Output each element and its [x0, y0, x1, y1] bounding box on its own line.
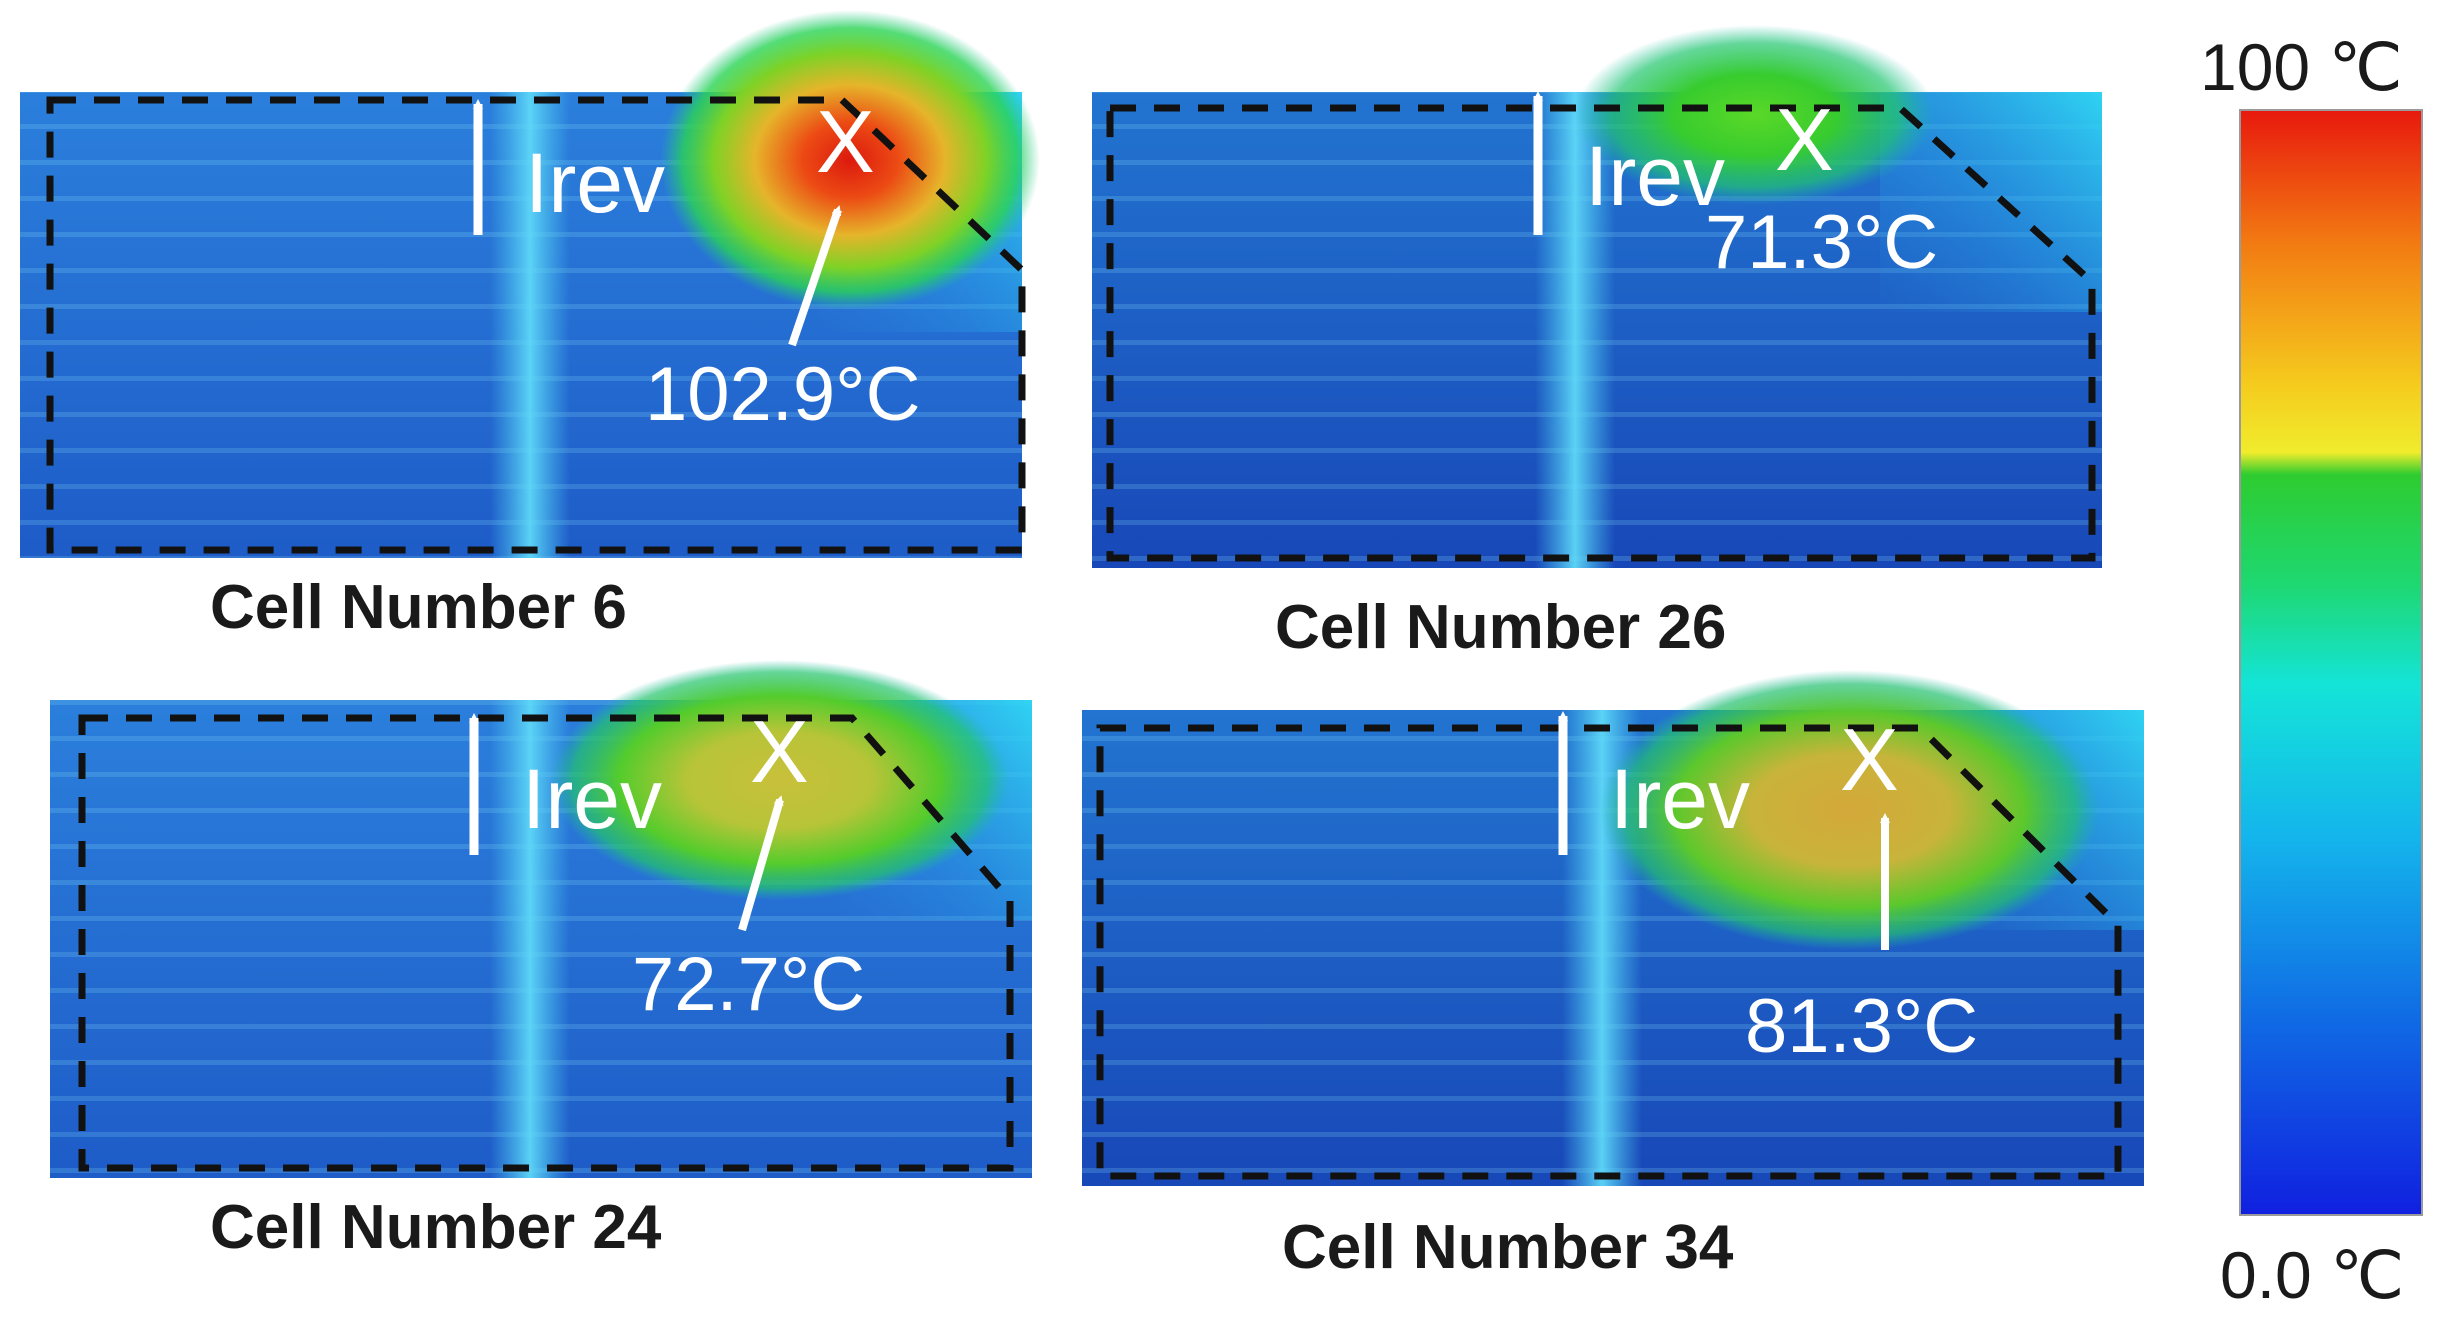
- cell-outline: [78, 714, 1014, 1172]
- panel-caption: Cell Number 34: [1282, 1213, 1734, 1282]
- hotspot-temperature: 102.9°C: [645, 352, 920, 437]
- hotspot-temperature: 71.3°C: [1705, 200, 1938, 285]
- current-label: Irev: [1585, 129, 1725, 223]
- panel-cell-24: Irev X 72.7°C Cell Number 24: [50, 660, 1032, 1262]
- current-label: Irev: [1610, 752, 1750, 846]
- cell-outline: [1096, 724, 2122, 1180]
- panel-cell-34: Irev X 81.3°C Cell Number 34: [1082, 670, 2144, 1282]
- hotspot-marker: X: [750, 702, 809, 801]
- panel-caption: Cell Number 6: [210, 573, 627, 642]
- thermal-image-cell-26: [1092, 25, 2102, 568]
- temperature-color-scale: 100 ℃ 0.0 ℃: [2200, 30, 2423, 1312]
- hotspot-temperature: 72.7°C: [632, 942, 865, 1027]
- hotspot-marker: X: [816, 92, 875, 191]
- panel-caption: Cell Number 24: [210, 1193, 662, 1262]
- thermal-image-cell-24: [50, 660, 1032, 1178]
- temperature-pointer: [788, 205, 842, 347]
- hotspot-blob: [1575, 25, 1935, 205]
- hotspot-marker: X: [1775, 90, 1834, 189]
- scale-max-label: 100 ℃: [2200, 30, 2403, 104]
- temperature-pointer: [738, 795, 784, 932]
- hotspot-marker: X: [1840, 710, 1899, 809]
- scale-min-label: 0.0 ℃: [2220, 1238, 2404, 1312]
- hotspot-temperature: 81.3°C: [1745, 984, 1978, 1069]
- panel-caption: Cell Number 26: [1275, 593, 1726, 662]
- thermal-image-cell-34: [1082, 670, 2144, 1186]
- scale-bar: [2239, 109, 2423, 1216]
- thermal-image-cell-6: [20, 10, 1040, 558]
- current-label: Irev: [525, 136, 665, 230]
- hotspot-blob: [1600, 670, 2100, 950]
- panel-cell-6: Irev X 102.9°C Cell Number 6: [20, 10, 1040, 642]
- panel-cell-26: Irev X 71.3°C Cell Number 26: [1092, 25, 2102, 662]
- current-label: Irev: [522, 752, 662, 846]
- cell-outline: [46, 96, 1026, 554]
- hotspot-blob: [660, 10, 1040, 310]
- cell-outline: [1106, 104, 2096, 562]
